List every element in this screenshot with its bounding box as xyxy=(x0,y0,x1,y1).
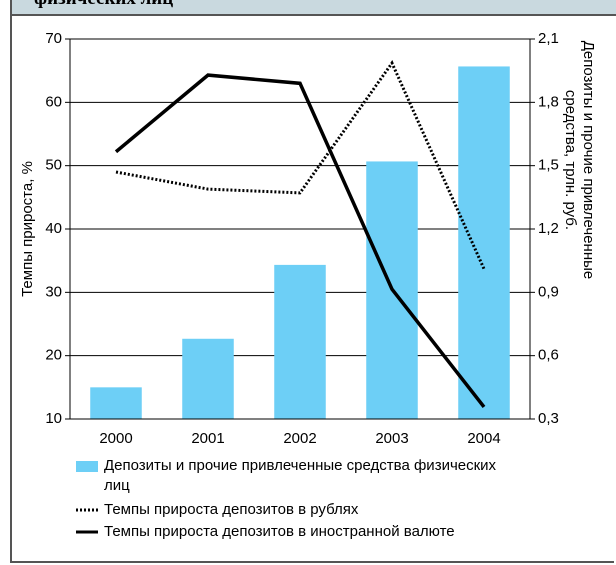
y2-tick-label: 1,2 xyxy=(538,220,559,237)
y2-tick-label: 2,1 xyxy=(538,30,559,47)
y-tick-label: 30 xyxy=(45,283,62,300)
bar xyxy=(458,66,510,419)
y2-tick-label: 1,5 xyxy=(538,157,559,174)
header: физических лиц xyxy=(12,0,616,16)
legend-label: Темпы прироста депозитов в рублях xyxy=(104,501,359,518)
y2-tick-label: 0,9 xyxy=(538,283,559,300)
y2-tick-label: 1,8 xyxy=(538,93,559,110)
y-axis-label: Темпы прироста, % xyxy=(19,161,36,297)
x-tick-label: 2001 xyxy=(191,430,224,447)
y-tick-label: 10 xyxy=(45,410,62,427)
legend-label: Темпы прироста депозитов в иностранной в… xyxy=(104,523,455,540)
y-tick-label: 40 xyxy=(45,220,62,237)
bar xyxy=(274,264,326,419)
y2-tick-label: 0,6 xyxy=(538,347,559,364)
line xyxy=(115,60,486,270)
x-tick-label: 2000 xyxy=(99,430,132,447)
bar xyxy=(182,338,234,419)
frame xyxy=(10,0,614,563)
bar xyxy=(90,387,142,419)
chart-title: физических лиц xyxy=(34,0,173,10)
line xyxy=(114,73,486,409)
legend-swatch xyxy=(76,461,98,472)
y2-axis-label: Депозиты и прочие привлеченные средства,… xyxy=(562,40,597,280)
y2-tick-label: 0,3 xyxy=(538,410,559,427)
x-tick-label: 2004 xyxy=(467,430,500,447)
x-tick-label: 2003 xyxy=(375,430,408,447)
y-tick-label: 50 xyxy=(45,157,62,174)
y-tick-label: 60 xyxy=(45,93,62,110)
legend-label: Депозиты и прочие привлеченные средства … xyxy=(104,457,497,494)
y-tick-label: 70 xyxy=(45,30,62,47)
y-tick-label: 20 xyxy=(45,347,62,364)
x-tick-label: 2002 xyxy=(283,430,316,447)
